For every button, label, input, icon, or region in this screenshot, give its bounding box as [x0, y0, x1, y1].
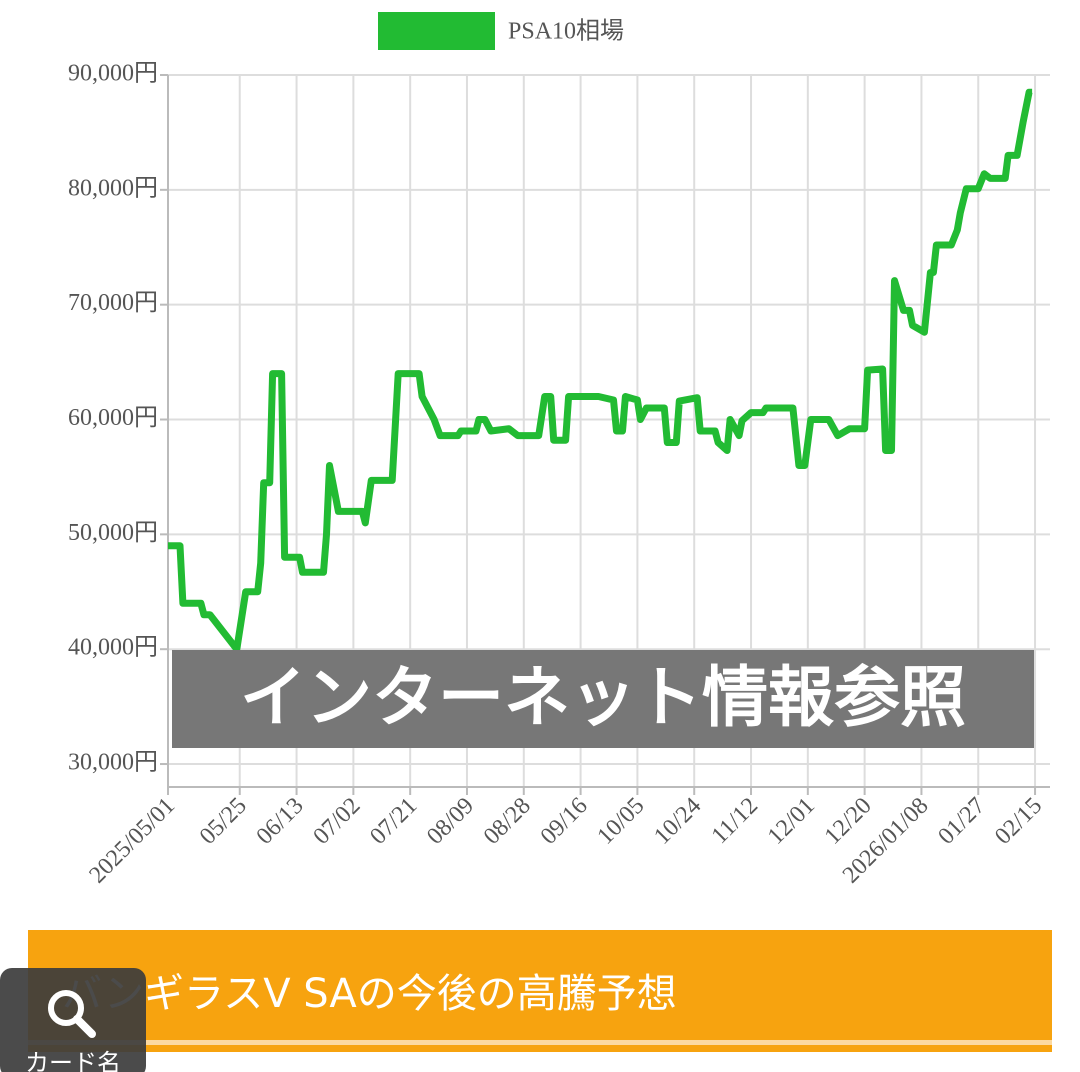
search-icon-handle	[73, 1015, 96, 1038]
overlay-banner	[172, 650, 1034, 748]
section-heading: バンギラスV SAの今後の高騰予想	[62, 971, 677, 1017]
x-tick-label: 01/27	[933, 793, 990, 850]
section-heading-bar	[28, 930, 1052, 1052]
search-icon	[48, 990, 84, 1026]
y-tick-label: 30,000円	[68, 750, 158, 776]
x-tick-label: 05/25	[195, 793, 252, 850]
chart: 30,000円 40,000円 50,000円 60,000円 70,000円 80,00…	[68, 12, 1050, 888]
price-line	[168, 88, 1033, 653]
x-tick-label: 06/13	[252, 793, 309, 850]
y-tick-label: 80,000円	[68, 175, 158, 201]
overlay-text: インターネット情報参照	[240, 659, 966, 736]
y-tick-label: 90,000円	[68, 61, 158, 87]
y-tick-label: 60,000円	[68, 405, 158, 431]
y-tick-label: 40,000円	[68, 635, 158, 661]
y-tick-label: 70,000円	[68, 290, 158, 316]
x-tick-label: 11/12	[707, 793, 763, 849]
search-button[interactable]: カード名	[0, 968, 146, 1072]
x-tick-label: 12/01	[763, 793, 820, 850]
x-tick-label: 2025/05/01	[84, 793, 180, 889]
x-tick-label: 07/02	[308, 793, 365, 850]
search-label: カード名	[25, 1049, 121, 1072]
legend-label: PSA10相場	[508, 18, 624, 45]
x-tick-label: 10/24	[649, 793, 706, 850]
x-tick-label: 02/15	[990, 793, 1047, 850]
divider	[28, 1040, 1052, 1045]
y-tick-label: 50,000円	[68, 520, 158, 546]
x-tick-label: 08/28	[479, 793, 536, 850]
x-tick-label: 09/16	[536, 793, 593, 850]
x-tick-label: 10/05	[592, 793, 649, 850]
legend-swatch	[378, 12, 495, 50]
x-tick-label: 07/21	[365, 793, 422, 850]
x-tick-label: 08/09	[422, 793, 479, 850]
